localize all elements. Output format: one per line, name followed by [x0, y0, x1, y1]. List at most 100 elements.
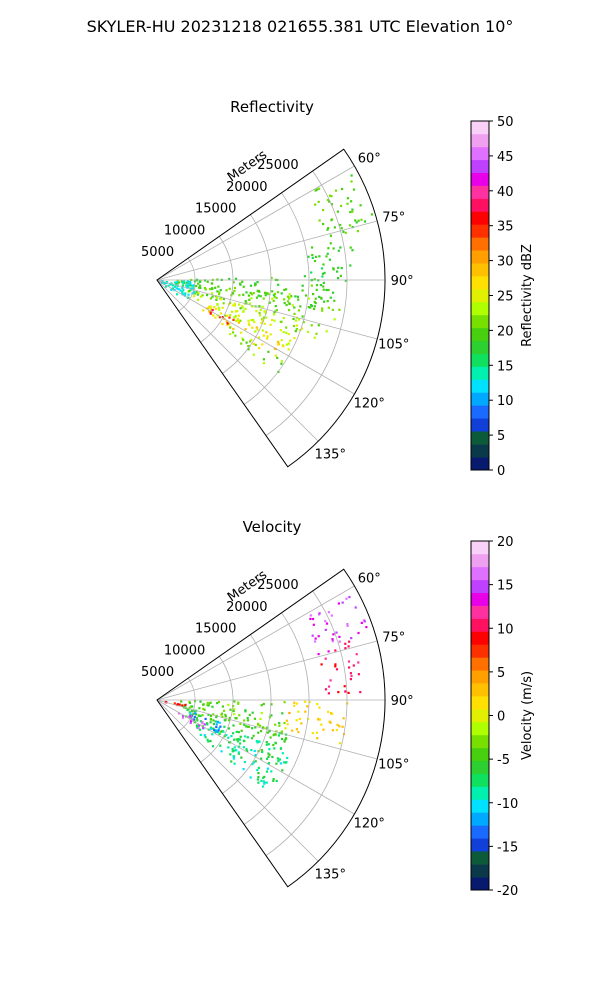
data-gate	[215, 730, 218, 733]
data-gate	[346, 624, 349, 627]
data-gate	[334, 649, 337, 652]
data-gate	[239, 319, 242, 322]
data-gate	[181, 286, 184, 289]
data-gate	[262, 334, 265, 337]
data-gate	[218, 291, 221, 294]
data-gate	[332, 268, 335, 271]
data-gate	[273, 319, 276, 322]
data-gate	[265, 770, 269, 773]
data-gate	[212, 314, 215, 317]
range-tick-label: 20000	[226, 180, 267, 195]
data-gate	[221, 705, 224, 708]
data-gate	[266, 335, 269, 338]
sector-outline	[156, 148, 386, 468]
data-gate	[231, 748, 234, 751]
data-gate	[344, 647, 347, 650]
data-gate	[198, 714, 201, 717]
data-gate	[220, 713, 223, 716]
colorbar-swatch	[471, 825, 489, 839]
colorbar-swatch	[471, 605, 489, 619]
colorbar-tick-label: -5	[497, 753, 510, 768]
data-gate	[258, 347, 261, 350]
data-gate	[316, 737, 319, 740]
data-gate	[344, 279, 347, 282]
data-gate	[333, 226, 336, 229]
data-gate	[306, 705, 309, 708]
azimuth-line	[156, 585, 355, 701]
data-gate	[291, 729, 294, 732]
colorbar-tick-label: 45	[497, 150, 514, 165]
data-gate	[196, 293, 199, 296]
data-gate	[307, 297, 310, 300]
data-gate	[219, 725, 222, 728]
data-gate	[316, 188, 319, 191]
data-gate	[187, 284, 190, 287]
data-gate	[292, 324, 296, 328]
data-gate	[267, 755, 270, 758]
data-gate	[314, 189, 317, 192]
data-gate	[275, 762, 278, 765]
data-gate	[311, 246, 314, 249]
data-gate	[225, 289, 228, 292]
data-gate	[230, 735, 233, 738]
data-gate	[279, 320, 282, 323]
data-gate	[268, 301, 271, 304]
data-gate	[281, 712, 284, 715]
data-gate	[331, 638, 334, 641]
data-gate	[261, 343, 264, 346]
colorbar-tick-label: 30	[497, 255, 514, 270]
data-gate	[217, 700, 221, 704]
data-gate	[277, 757, 280, 760]
colorbar-swatch	[471, 431, 489, 445]
data-gate	[252, 292, 255, 295]
data-gate	[338, 725, 341, 728]
data-gate	[327, 247, 330, 250]
data-gate	[232, 709, 235, 713]
data-gate	[208, 305, 211, 308]
colorbar-label: Velocity (m/s)	[520, 671, 535, 760]
data-gate	[249, 291, 252, 295]
data-gate	[256, 778, 259, 781]
data-gate	[201, 714, 204, 717]
azimuth-tick-label: 90°	[391, 694, 414, 709]
data-gate	[311, 253, 314, 257]
data-gate	[222, 730, 225, 733]
data-gate	[260, 704, 263, 707]
data-gate	[320, 267, 324, 270]
data-gate	[339, 274, 342, 277]
data-gate	[320, 297, 323, 300]
data-gate	[349, 678, 352, 681]
data-gate	[313, 300, 316, 304]
data-gate	[274, 733, 277, 736]
data-gate	[274, 723, 277, 726]
data-gate	[177, 281, 180, 284]
data-gate	[170, 288, 173, 291]
range-ring	[200, 236, 234, 343]
data-gate	[261, 319, 264, 322]
azimuth-tick-label: 75°	[382, 631, 405, 646]
data-gate	[239, 307, 242, 310]
data-gate	[169, 283, 172, 286]
data-gate	[254, 284, 257, 287]
data-gate	[288, 302, 291, 305]
data-gate	[184, 292, 187, 295]
data-gate	[293, 337, 296, 340]
data-gate	[203, 723, 206, 726]
colorbar-swatch	[471, 760, 489, 774]
data-gate	[330, 203, 333, 206]
data-gate	[346, 197, 349, 200]
data-gate	[286, 295, 289, 298]
data-gate	[280, 339, 283, 342]
data-gate	[204, 736, 207, 739]
data-gate	[294, 330, 297, 333]
data-gate	[313, 305, 316, 308]
data-gate	[326, 228, 329, 231]
data-gate	[196, 726, 199, 729]
data-gate	[272, 294, 276, 297]
data-gate	[254, 343, 257, 346]
data-gate	[256, 741, 259, 744]
range-tick-label: 10000	[164, 223, 205, 238]
data-gate	[310, 305, 314, 308]
data-gate	[216, 702, 219, 705]
